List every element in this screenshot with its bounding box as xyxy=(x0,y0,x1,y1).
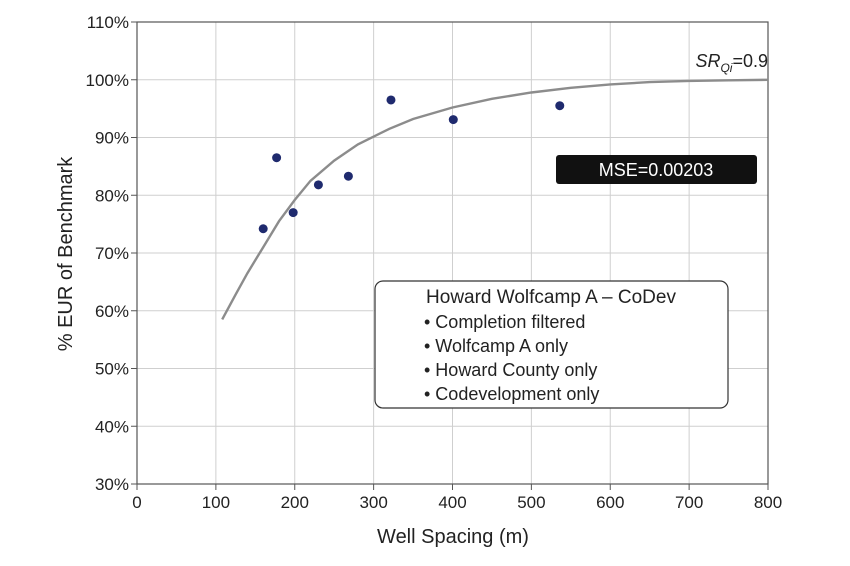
data-point-7 xyxy=(448,115,458,125)
y-tick-label: 50% xyxy=(95,360,129,379)
curve-label-suffix: =0.9 xyxy=(732,51,768,71)
mse-badge-background xyxy=(556,155,757,184)
data-point-5 xyxy=(343,171,353,181)
y-tick-label: 110% xyxy=(87,13,129,32)
y-axis-title: % EUR of Benchmark xyxy=(55,156,77,352)
x-tick-label: 700 xyxy=(675,493,703,512)
x-tick-label: 0 xyxy=(132,493,141,512)
x-tick-label: 600 xyxy=(596,493,624,512)
data-point-6 xyxy=(386,95,396,105)
y-tick-label: 70% xyxy=(95,244,129,263)
data-points xyxy=(258,95,565,234)
y-tick-label: 30% xyxy=(95,475,129,494)
y-axis-ticks: 30% 40% 50% 60% 70% 80% 90% 100% 110% xyxy=(86,13,137,494)
data-point-8 xyxy=(555,101,565,111)
y-tick-label: 100% xyxy=(86,71,129,90)
legend-title: Howard Wolfcamp A – CoDev xyxy=(426,287,676,308)
y-tick-label: 60% xyxy=(95,302,129,321)
x-axis-title: Well Spacing (m) xyxy=(377,526,529,548)
y-tick-label: 80% xyxy=(95,186,129,205)
legend-item-completion-filtered: • Completion filtered xyxy=(424,312,585,332)
legend-item-wolfcamp-a-only: • Wolfcamp A only xyxy=(424,336,568,356)
curve-label-sub: Qi xyxy=(720,61,732,75)
data-point-4 xyxy=(313,180,323,190)
x-tick-label: 200 xyxy=(281,493,309,512)
data-point-1 xyxy=(258,224,268,234)
x-tick-label: 800 xyxy=(754,493,782,512)
mse-label: MSE=0.00203 xyxy=(599,160,714,180)
x-tick-label: 500 xyxy=(517,493,545,512)
curve-label: SRQi=0.9 xyxy=(695,51,768,75)
x-tick-label: 400 xyxy=(438,493,466,512)
legend-item-howard-county-only: • Howard County only xyxy=(424,360,597,380)
x-tick-label: 100 xyxy=(202,493,230,512)
legend-box: Howard Wolfcamp A – CoDev • Completion f… xyxy=(374,280,729,409)
mse-badge: MSE=0.00203 xyxy=(556,155,757,184)
y-tick-label: 90% xyxy=(95,129,129,148)
legend-box-frame xyxy=(374,280,729,409)
data-point-3 xyxy=(288,208,298,218)
y-tick-label: 40% xyxy=(95,417,129,436)
curve-label-main: SR xyxy=(695,51,720,71)
grid xyxy=(136,21,769,485)
x-tick-label: 300 xyxy=(359,493,387,512)
x-axis-ticks: 0 100 200 300 400 500 600 700 800 xyxy=(132,484,782,512)
legend-item-codevelopment-only: • Codevelopment only xyxy=(424,384,599,404)
data-point-2 xyxy=(272,153,282,163)
fit-curve xyxy=(221,78,769,320)
